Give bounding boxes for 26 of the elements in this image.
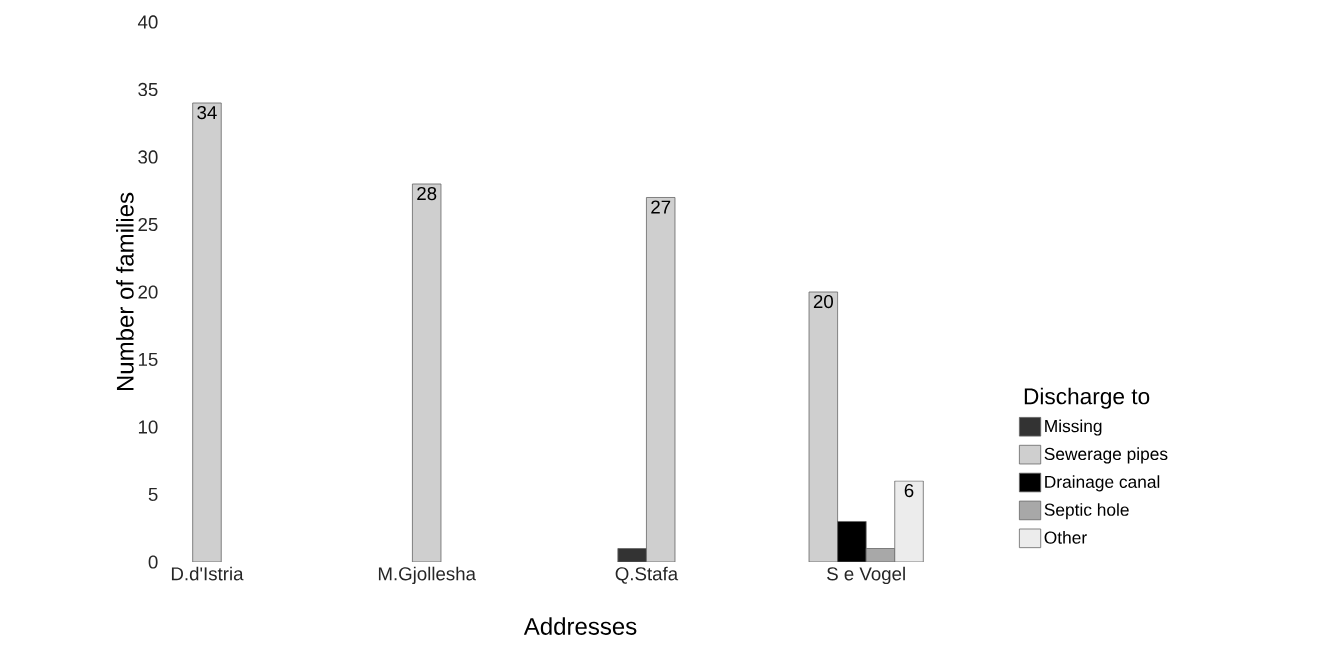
y-tick-label: 5: [148, 487, 158, 502]
data-label: 6: [904, 483, 914, 498]
data-label: 34: [197, 105, 217, 120]
y-tick-label: 20: [138, 285, 158, 299]
x-axis-title: Addresses: [523, 617, 637, 635]
y-tick-label: 15: [138, 352, 158, 367]
y-tick-label: 35: [138, 82, 158, 97]
x-tick-label: Q.Stafa: [615, 566, 679, 584]
x-tick-label: S e Vogel: [827, 566, 905, 585]
legend-title: Discharge to: [1024, 387, 1150, 409]
y-axis-title: Number of families: [116, 192, 134, 391]
y-tick-label: 0: [148, 555, 158, 569]
legend-label: Sewerage pipes: [1044, 447, 1168, 464]
data-label: 28: [417, 186, 437, 201]
legend-label: Missing: [1045, 419, 1102, 436]
legend-label: Septic hole: [1044, 503, 1129, 520]
y-tick-label: 40: [137, 15, 158, 29]
legend-label: Other: [1044, 531, 1087, 544]
y-tick-label: 30: [138, 150, 158, 164]
data-label: 20: [813, 294, 833, 309]
y-tick-label: 10: [138, 420, 158, 434]
legend-label: Drainage canal: [1045, 475, 1160, 492]
data-label: 27: [651, 200, 671, 214]
x-tick-label: D.d'Istria: [171, 566, 244, 581]
x-tick-label: M.Gjollesha: [378, 566, 476, 585]
y-tick-label: 25: [138, 217, 158, 232]
